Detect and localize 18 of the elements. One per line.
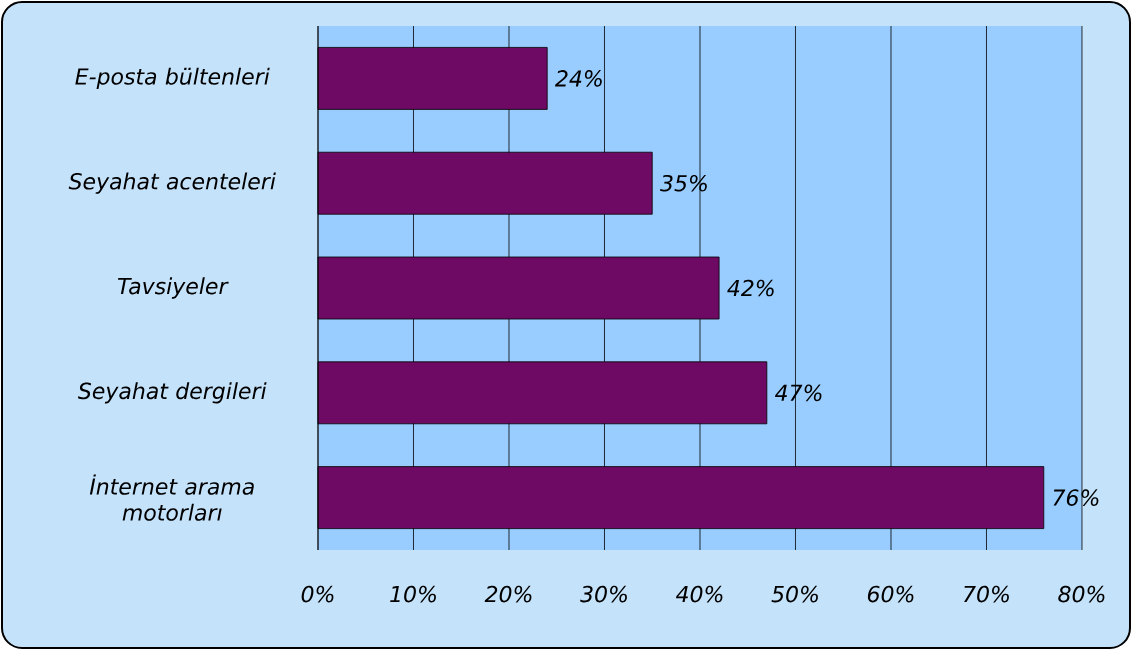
y-tick-label: Tavsiyeler bbox=[117, 277, 229, 299]
data-label: 76% bbox=[1053, 489, 1099, 506]
y-tick-label: İnternet arama motorları bbox=[89, 474, 254, 521]
y-tick-label: E-posta bültenleri bbox=[75, 67, 270, 90]
data-label: 24% bbox=[555, 70, 602, 87]
x-tick-label: 50% bbox=[771, 585, 818, 603]
x-tick-label: 10% bbox=[390, 585, 436, 603]
x-tick-label: 60% bbox=[867, 585, 914, 603]
x-tick-label: 80% bbox=[1058, 585, 1105, 603]
x-tick-label: 40% bbox=[675, 585, 723, 603]
data-label: 35% bbox=[660, 174, 707, 192]
y-tick-label: Seyahat acenteleri bbox=[68, 172, 276, 194]
y-tick-label: Seyahat dergileri bbox=[77, 382, 267, 404]
x-tick-label: 0% bbox=[301, 585, 334, 603]
x-tick-label: 20% bbox=[484, 585, 532, 603]
x-tick-label: 30% bbox=[580, 585, 627, 603]
x-tick-label: 70% bbox=[964, 585, 1009, 603]
data-label: 42% bbox=[727, 279, 774, 297]
